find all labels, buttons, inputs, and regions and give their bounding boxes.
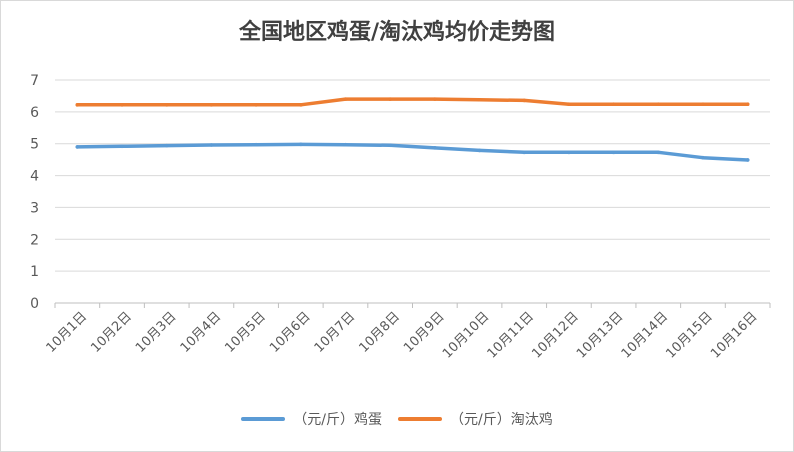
y-tick-label: 0	[30, 296, 39, 312]
series-2-point	[388, 97, 392, 101]
legend-label: （元/斤）鸡蛋	[293, 412, 382, 428]
x-tick-label: 10月6日	[267, 309, 314, 356]
chart-title: 全国地区鸡蛋/淘汰鸡均价走势图	[238, 20, 556, 45]
series-1-point	[75, 145, 80, 149]
series-1-point	[209, 143, 214, 147]
y-tick-label: 6	[30, 105, 39, 121]
series-2-point	[209, 103, 214, 107]
series-1-point	[567, 150, 571, 155]
series-1-point	[656, 150, 661, 155]
series-1-point	[745, 158, 750, 162]
y-tick-label: 7	[30, 73, 39, 89]
x-tick-label: 10月11日	[485, 309, 537, 361]
series-2-point	[298, 103, 303, 107]
series-2-point	[75, 103, 80, 107]
series-1-point	[388, 143, 392, 148]
series-line-1	[75, 142, 750, 162]
series-1-point	[522, 150, 527, 155]
legend-label: （元/斤）淘汰鸡	[450, 412, 553, 428]
x-tick-label: 10月15日	[663, 309, 715, 361]
series-1-point	[701, 155, 705, 160]
x-tick-label: 10月7日	[312, 309, 359, 356]
series-2-point	[567, 102, 571, 107]
series-1-point	[433, 146, 437, 150]
series-line-2	[75, 97, 750, 107]
x-tick-label: 10月9日	[401, 309, 448, 356]
x-tick-label: 10月1日	[44, 309, 91, 356]
series-1-point	[120, 144, 124, 149]
chart-legend: （元/斤）鸡蛋 （元/斤）淘汰鸡	[0, 409, 794, 429]
x-tick-label: 10月16日	[708, 309, 760, 361]
y-tick-label: 5	[30, 137, 39, 153]
series-2-point	[433, 97, 437, 101]
legend-swatch	[241, 417, 286, 421]
series-2-point	[745, 102, 750, 107]
series-1-point	[254, 142, 258, 147]
y-tick-label: 2	[30, 232, 39, 248]
x-tick-label: 10月5日	[222, 309, 269, 356]
series-1-point	[298, 142, 303, 147]
x-tick-label: 10月2日	[88, 309, 135, 356]
series-2-point	[343, 97, 348, 101]
series-1-point	[164, 143, 169, 148]
legend-item-2: （元/斤）淘汰鸡	[398, 409, 553, 429]
x-tick-label: 10月10日	[440, 309, 492, 361]
y-tick-label: 4	[30, 169, 39, 185]
series-2-point	[522, 98, 527, 103]
series-2-point	[120, 103, 124, 107]
series-2-point	[254, 103, 258, 107]
y-tick-label: 3	[30, 200, 39, 216]
series-2-point	[656, 102, 661, 107]
x-tick-label: 10月12日	[529, 309, 581, 361]
x-tick-label: 10月14日	[619, 309, 671, 361]
x-tick-label: 10月13日	[574, 309, 626, 361]
legend-item-1: （元/斤）鸡蛋	[241, 409, 382, 429]
x-tick-label: 10月8日	[356, 309, 403, 356]
x-tick-label: 10月3日	[133, 309, 180, 356]
series-1-point	[611, 150, 616, 155]
series-2-point	[164, 103, 169, 107]
x-tick-label: 10月4日	[178, 309, 225, 356]
legend-swatch	[398, 417, 442, 421]
series-2-point	[611, 102, 616, 107]
series-2-point	[477, 97, 482, 102]
series-1-point	[343, 142, 348, 147]
y-tick-label: 1	[30, 264, 39, 280]
series-2-point	[701, 102, 705, 107]
series-1-point	[477, 148, 482, 153]
